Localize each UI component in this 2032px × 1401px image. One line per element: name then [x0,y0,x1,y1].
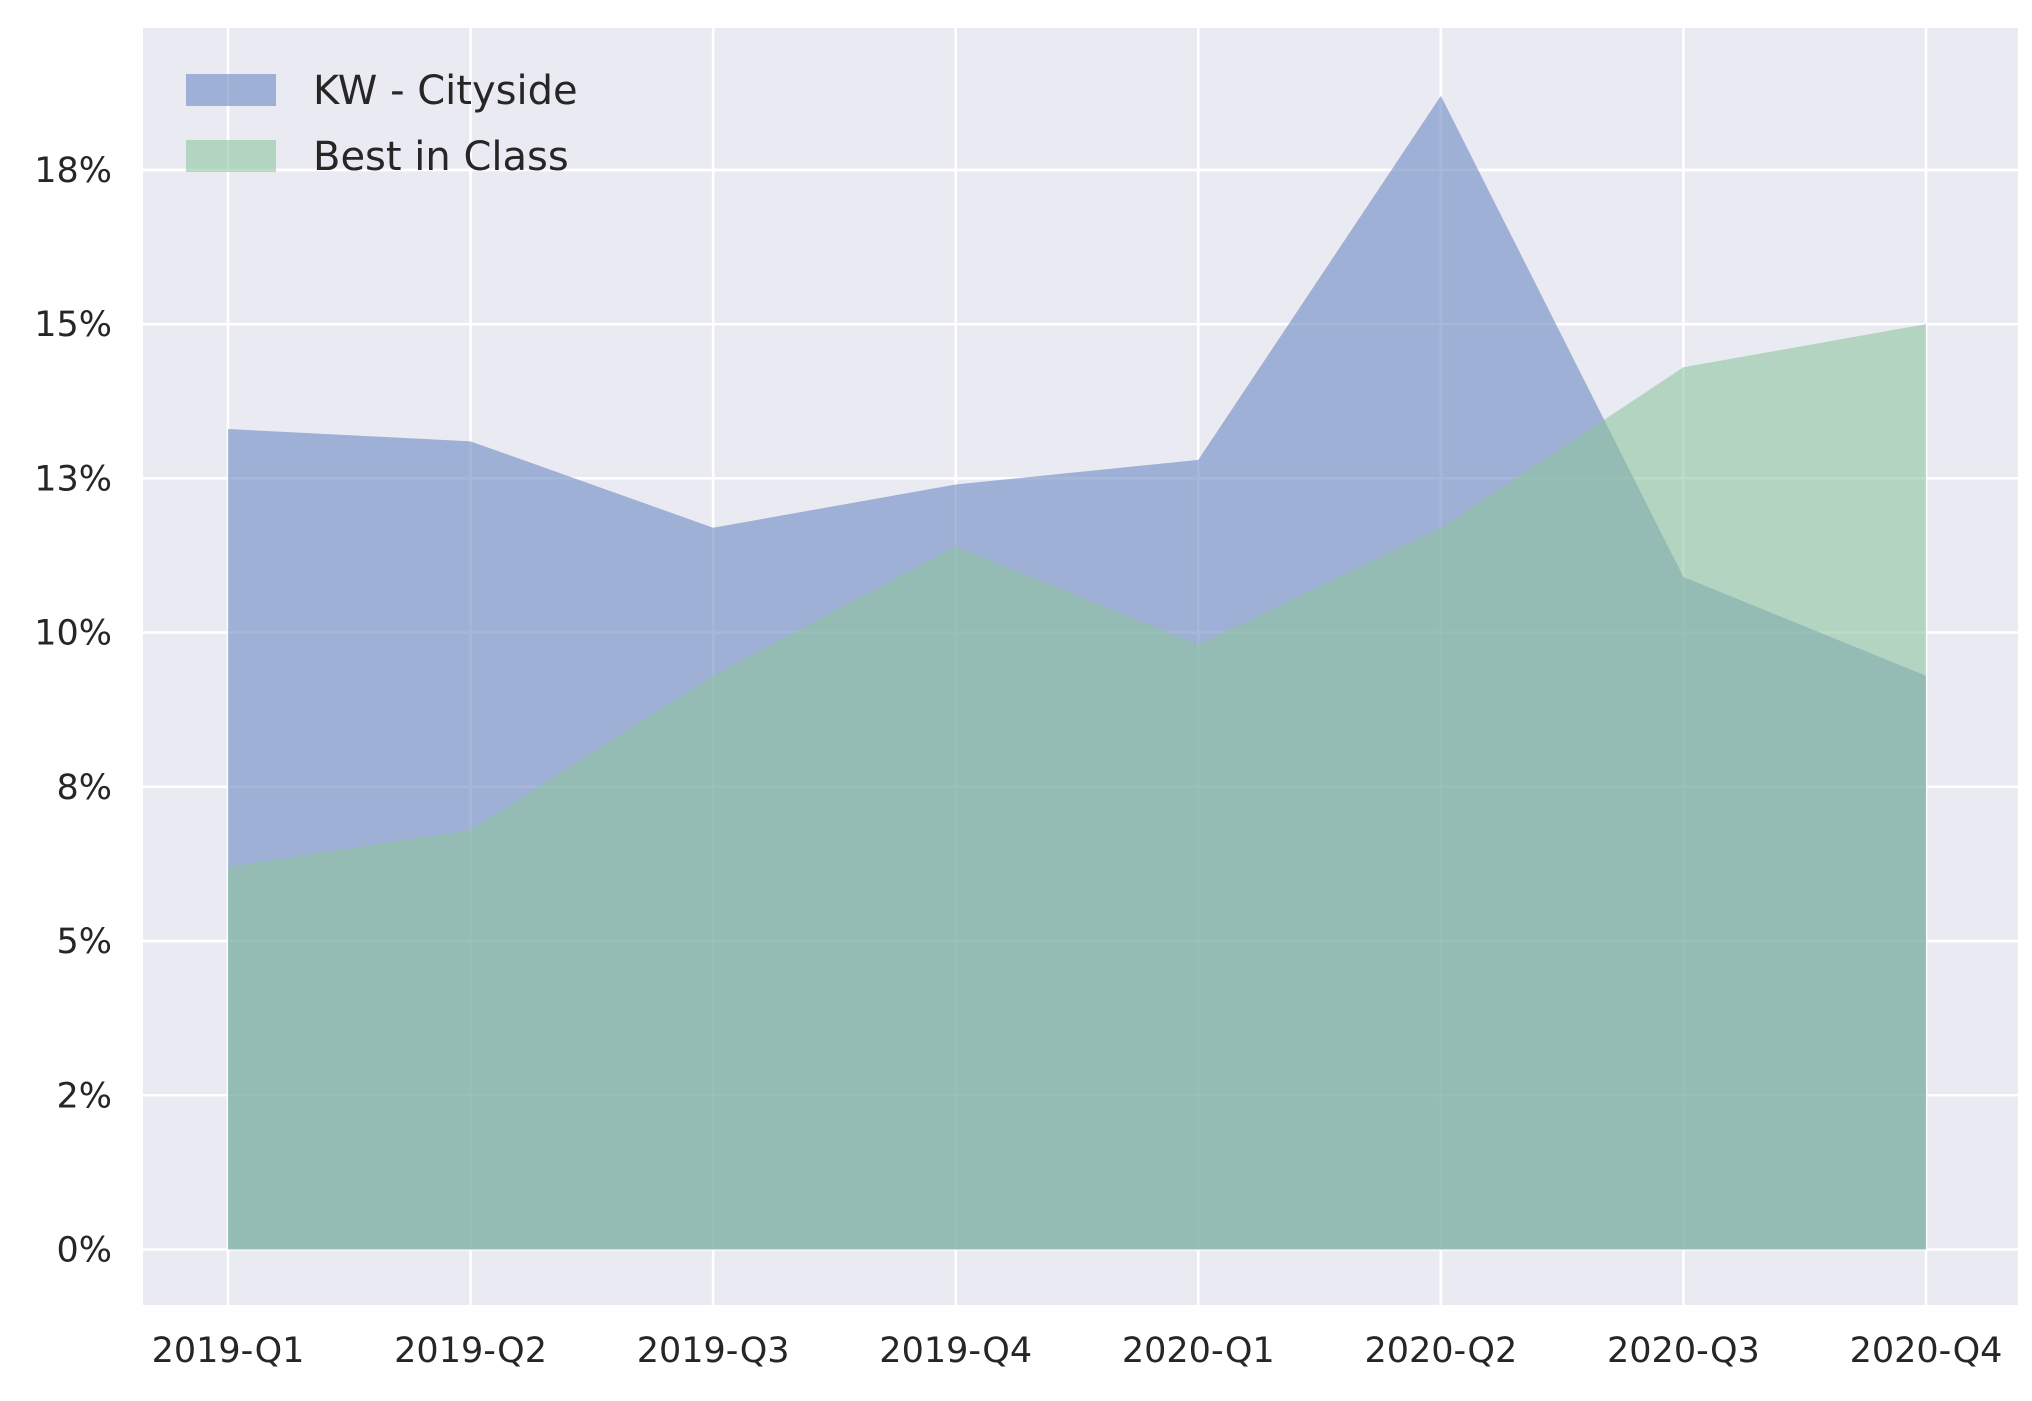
y-axis-ticks: 0% 2% 5% 8% 10% 13% 15% 18% [34,151,112,1271]
y-tick-label: 13% [34,459,112,499]
x-tick-label: 2019-Q1 [152,1331,305,1371]
x-tick-label: 2019-Q3 [637,1331,790,1371]
legend-swatch [186,140,276,172]
x-tick-label: 2019-Q2 [394,1331,547,1371]
y-tick-label: 10% [34,614,112,654]
x-tick-label: 2020-Q2 [1364,1331,1517,1371]
y-tick-label: 2% [56,1076,112,1116]
x-axis-ticks: 2019-Q1 2019-Q2 2019-Q3 2019-Q4 2020-Q1 2020-… [152,1331,2003,1371]
x-tick-label: 2020-Q4 [1850,1331,2003,1371]
legend-swatch [186,74,276,106]
y-tick-label: 5% [56,922,112,962]
area-best-in-class [228,324,1926,1250]
legend-label: KW - Cityside [313,68,578,114]
y-tick-label: 8% [56,768,112,808]
y-tick-label: 0% [56,1230,112,1270]
x-tick-label: 2020-Q1 [1122,1331,1275,1371]
legend-label: Best in Class [313,134,569,180]
area-series [228,95,1926,1250]
x-tick-label: 2019-Q4 [879,1331,1032,1371]
x-tick-label: 2020-Q3 [1607,1331,1760,1371]
y-tick-label: 15% [34,305,112,345]
legend: KW - Cityside Best in Class [186,68,578,180]
y-tick-label: 18% [34,151,112,191]
